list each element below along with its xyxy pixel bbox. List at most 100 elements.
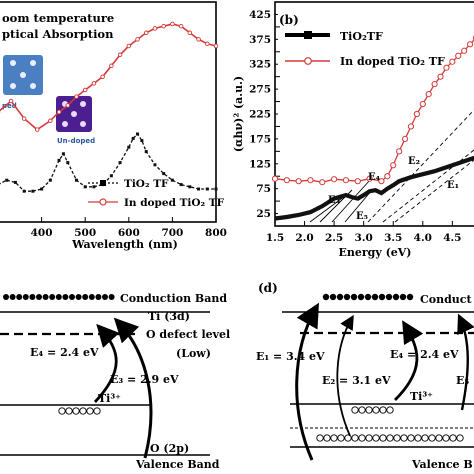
panel-c-o2p: O (2p) (150, 442, 189, 455)
point-a-doped (91, 81, 97, 86)
point-a-undoped (214, 187, 218, 191)
electron (329, 293, 337, 301)
hole (407, 434, 415, 442)
point-b-doped (461, 47, 468, 54)
label-e3: E₃ (328, 195, 340, 206)
point-a-undoped (22, 189, 26, 193)
d-valence-holes (316, 434, 464, 442)
point-a-undoped (83, 185, 87, 189)
hole (449, 434, 457, 442)
point-a-doped (205, 41, 210, 47)
x-tick-label-a: 700 (161, 227, 183, 239)
y-tick-label-b: 25 (256, 208, 271, 220)
hole (372, 434, 380, 442)
arrow-d-e2 (336, 314, 354, 437)
point-a-doped (161, 23, 166, 29)
point-b-doped (271, 175, 279, 182)
electron (16, 294, 23, 300)
panel-a-title-1: oom temperature (2, 11, 114, 25)
panel-d: (d) Conduct E₁ = 3.4 eV E₂ = 3.1 eV E₄ =… (256, 281, 474, 471)
panel-a-legend-doped: In doped TiO₂ TF (124, 197, 225, 209)
point-a-undoped (5, 178, 9, 182)
point-a-doped (48, 118, 53, 124)
panel-a-frame (0, 1, 217, 223)
point-b-doped (466, 41, 474, 48)
panel-b-legend: TiO₂TF In doped TiO₂ TF (285, 30, 445, 68)
point-b-doped (366, 175, 373, 182)
point-b-doped (437, 73, 444, 80)
label-e1: E₁ (447, 180, 459, 191)
electron (9, 294, 16, 300)
hole (330, 434, 338, 442)
electron (108, 294, 115, 300)
point-b-doped (449, 58, 456, 65)
y-tick-label-b: 325 (249, 59, 271, 71)
panel-c-ti3plus: Ti³⁺ (98, 392, 121, 405)
point-a-undoped (92, 185, 96, 189)
panel-c: Conduction Band Ti (3d) O defect level (… (0, 292, 230, 471)
point-b-doped (419, 100, 426, 108)
electron (378, 293, 386, 301)
panel-b-curves (271, 35, 474, 221)
d-ti3-holes (351, 406, 394, 414)
ti3-holes (58, 407, 101, 415)
electron (392, 293, 400, 301)
panel-d-conduction: Conduct (420, 293, 472, 306)
arrow-e4 (93, 323, 120, 403)
electron (88, 294, 95, 300)
point-b-doped (401, 135, 409, 142)
d-conduction-electrons (322, 293, 414, 301)
hole (351, 434, 359, 442)
point-a-doped (178, 23, 184, 29)
point-a-doped (126, 43, 132, 49)
hole (58, 407, 66, 415)
electron (322, 293, 330, 301)
hole (358, 406, 366, 414)
electron (62, 294, 69, 300)
panel-b-legend-undoped: TiO₂TF (340, 30, 383, 43)
point-a-undoped (179, 183, 183, 187)
tangent-lines (309, 109, 474, 223)
inset-doped-label: ped (2, 102, 17, 110)
electron (49, 294, 56, 300)
point-a-doped (143, 30, 149, 36)
hole (86, 407, 94, 415)
panel-a-ticks: 400 500 600 700 800 (31, 217, 227, 239)
point-b-doped (331, 176, 338, 183)
point-a-doped (135, 37, 140, 42)
hole (379, 406, 387, 414)
point-b-doped (396, 148, 403, 155)
panel-c-o-defect: O defect level (146, 328, 230, 341)
hole (435, 434, 443, 442)
electron (75, 294, 82, 300)
electron (42, 294, 49, 300)
x-tick-label-a: 800 (205, 227, 227, 239)
point-a-doped (187, 30, 193, 36)
electron (406, 293, 414, 301)
hole (323, 434, 331, 442)
panel-c-e3: E₃ = 2.9 eV (110, 373, 179, 386)
x-tick-label-a: 600 (118, 227, 140, 239)
panel-d-ti3plus: Ti³⁺ (410, 390, 433, 403)
point-b-doped (443, 64, 450, 71)
point-a-doped (170, 21, 175, 27)
electron (336, 293, 344, 301)
hole (365, 434, 373, 442)
y-tick-label-b: 125 (249, 158, 271, 170)
y-tick-label-b: 75 (256, 183, 271, 195)
point-a-doped (56, 109, 62, 115)
point-b-doped (283, 177, 290, 184)
inset-undoped-sample (56, 96, 92, 132)
y-tick-label-b: 225 (249, 109, 271, 121)
point-a-doped (74, 94, 79, 99)
electron (364, 293, 372, 301)
hole (372, 406, 380, 414)
point-a-undoped (136, 132, 140, 136)
hole (414, 434, 422, 442)
x-tick-label-b: 4.5 (443, 232, 461, 244)
panel-b-xlabel: Energy (eV) (338, 246, 411, 259)
point-a-undoped (153, 163, 157, 167)
panel-d-e4: E₄ = 2.4 eV (390, 348, 459, 361)
point-a-undoped (74, 178, 78, 182)
